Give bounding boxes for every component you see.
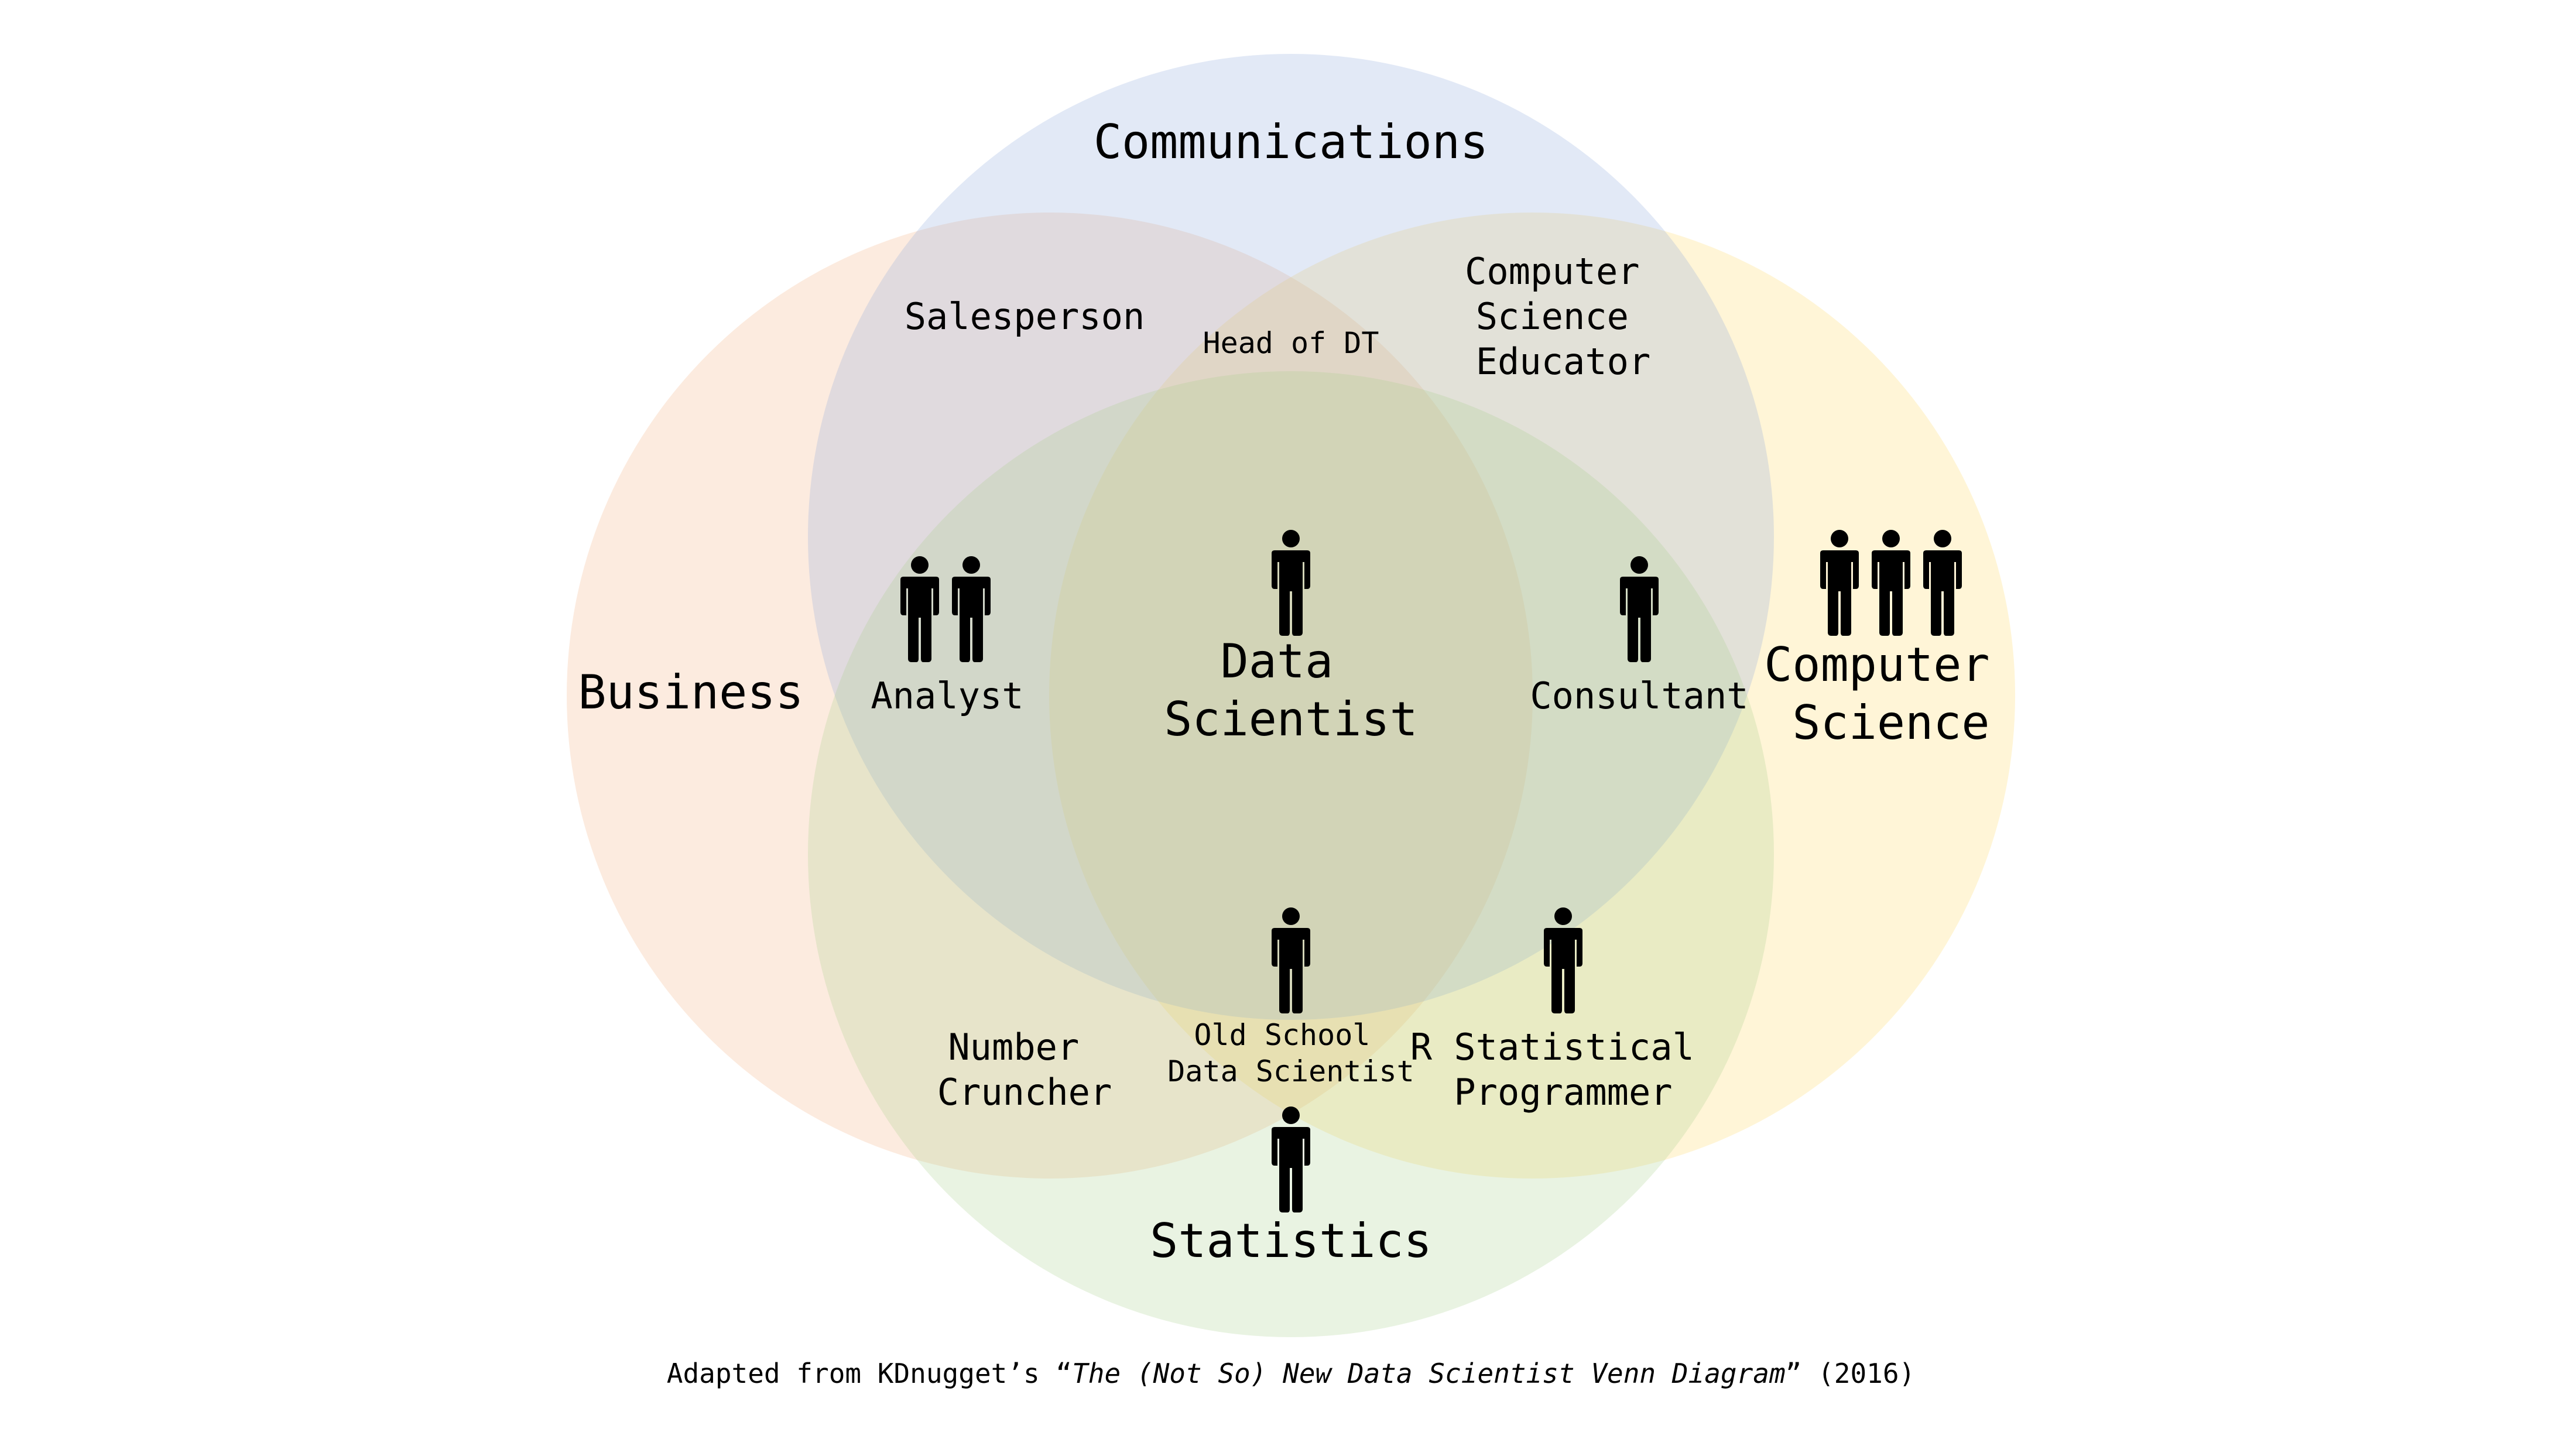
salesperson-label: Salesperson (905, 295, 1145, 338)
data-scientist-line-2: Scientist (1164, 692, 1417, 746)
r-programmer-label: R Statistical Programmer (1410, 1026, 1717, 1114)
number-cruncher-line-2: Cruncher (937, 1071, 1112, 1114)
number-cruncher-label: Number Cruncher (937, 1026, 1112, 1114)
statistics-label: Statistics (1150, 1214, 1432, 1268)
r-programmer-line-2: Programmer (1454, 1071, 1672, 1114)
number-cruncher-line-1: Number (948, 1026, 1079, 1068)
old-school-line-1: Old School (1194, 1018, 1370, 1052)
old-school-label: Old School Data Scientist (1167, 1018, 1414, 1088)
communications-label: Communications (1094, 115, 1488, 169)
data-scientist-label: Data Scientist (1164, 634, 1417, 746)
computer-science-label: Computer Science (1764, 638, 2017, 750)
data-scientist-line-1: Data (1221, 634, 1334, 688)
old-school-line-2: Data Scientist (1167, 1054, 1414, 1088)
caption-suffix: ” (2016) (1786, 1358, 1916, 1389)
computer-science-label-line-1: Computer (1764, 638, 1989, 692)
cs-educator-label: Computer Science Educator (1465, 250, 1662, 383)
statistics-circle (808, 371, 1774, 1337)
cs-educator-line-3: Educator (1476, 340, 1651, 383)
head-of-dt-label: Head of DT (1203, 326, 1379, 360)
business-label: Business (578, 665, 803, 720)
computer-science-label-line-2: Science (1792, 696, 1989, 750)
cs-educator-line-1: Computer (1465, 250, 1640, 293)
consultant-label: Consultant (1530, 674, 1748, 717)
cs-educator-line-2: Science (1476, 295, 1629, 338)
caption-title: The (Not So) New Data Scientist Venn Dia… (1072, 1358, 1786, 1389)
caption: Adapted from KDnugget’s “The (Not So) Ne… (667, 1358, 1915, 1389)
caption-prefix: Adapted from KDnugget’s “ (667, 1358, 1072, 1389)
r-programmer-line-1: R Statistical (1410, 1026, 1694, 1068)
analyst-label: Analyst (871, 674, 1023, 717)
